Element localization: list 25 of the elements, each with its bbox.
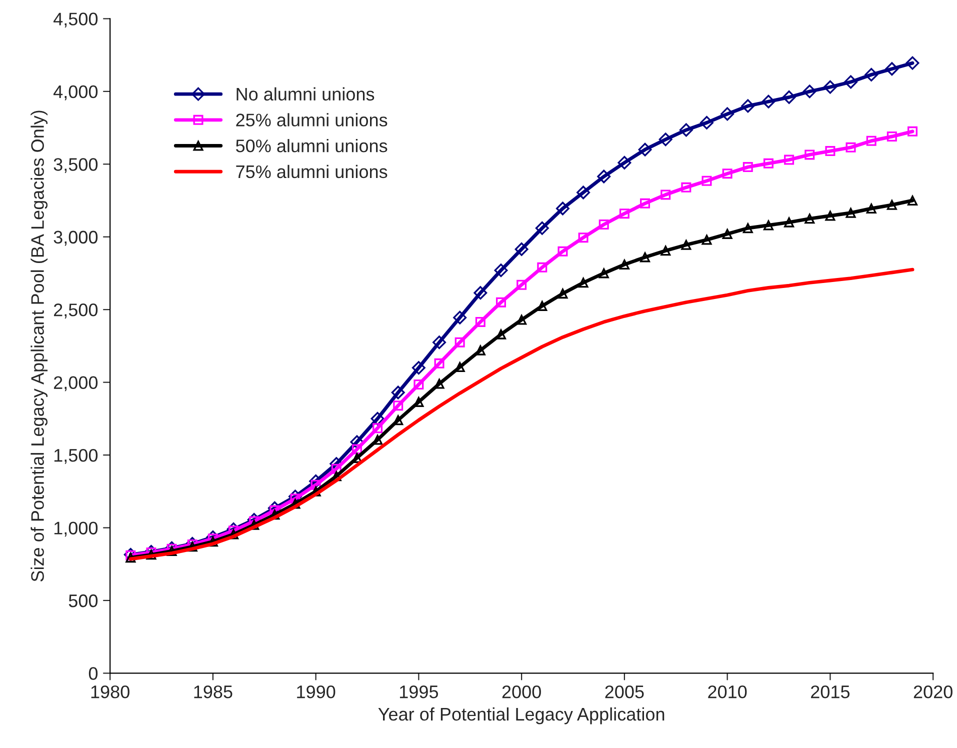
y-tick-label: 2,500 [54, 304, 98, 318]
legend-label: No alumni unions [236, 87, 374, 101]
y-tick-label: 0 [88, 667, 98, 680]
y-tick-label: 3,500 [54, 158, 98, 173]
y-tick-label: 4,000 [53, 85, 98, 100]
x-tick-label: 1990 [297, 685, 336, 698]
x-tick-label: 2020 [914, 685, 952, 698]
y-tick-label: 1,000 [54, 522, 98, 537]
y-axis-title: Size of Potential Legacy Applicant Pool (BA Legacies Only) [30, 110, 48, 582]
y-tick-label: 2,000 [54, 376, 98, 392]
x-tick-label: 2000 [502, 685, 541, 698]
y-tick-label: 4,500 [53, 12, 98, 28]
x-tick-label: 2005 [605, 685, 644, 698]
x-tick-label: 1980 [91, 685, 130, 698]
y-tick-label: 3,000 [54, 230, 98, 246]
legend-label: 50% alumni unions [236, 139, 388, 152]
legend-label: 25% alumni unions [236, 113, 388, 126]
x-axis-title: Year of Potential Legacy Application [378, 707, 664, 724]
x-tick-label: 2015 [811, 685, 850, 698]
y-tick-label: 500 [68, 594, 98, 608]
x-tick-label: 1985 [194, 685, 232, 698]
legend-label: 75% alumni unions [236, 164, 388, 178]
y-tick-label: 1,500 [54, 448, 98, 464]
x-tick-label: 1995 [400, 685, 438, 698]
x-tick-label: 2010 [708, 685, 747, 698]
